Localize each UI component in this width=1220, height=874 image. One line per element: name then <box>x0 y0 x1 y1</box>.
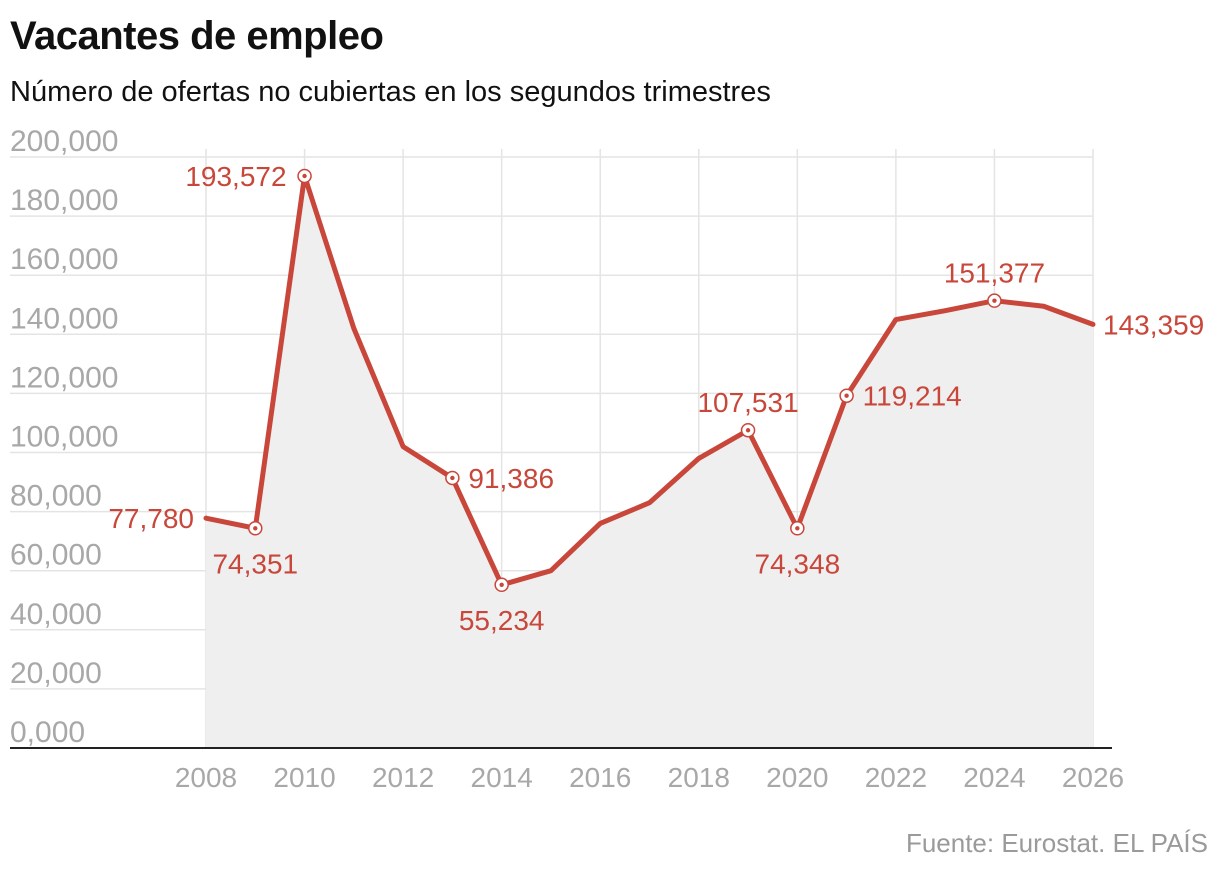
y-tick-label: 20,000 <box>10 657 102 690</box>
x-tick-label: 2020 <box>766 762 828 793</box>
data-label: 193,572 <box>185 161 286 192</box>
publisher-text: . EL PAÍS <box>1098 828 1208 858</box>
x-tick-label: 2010 <box>273 762 335 793</box>
x-tick-label: 2014 <box>471 762 533 793</box>
y-tick-label: 40,000 <box>10 598 102 631</box>
y-tick-label: 140,000 <box>10 302 118 335</box>
source-text: Fuente: Eurostat <box>905 828 1099 858</box>
y-tick-label: 100,000 <box>10 421 118 454</box>
data-labels: 77,780 74,351 193,572 91,386 55,234 107,531 74… <box>108 161 1204 636</box>
data-markers <box>248 168 1002 593</box>
data-label: 74,348 <box>755 548 841 579</box>
data-marker-dot <box>992 298 997 303</box>
data-marker-dot <box>844 393 849 398</box>
x-tick-label: 2026 <box>1062 762 1124 793</box>
data-label: 151,377 <box>944 258 1045 289</box>
y-tick-label: 160,000 <box>10 243 118 276</box>
y-tick-label: 120,000 <box>10 361 118 394</box>
data-marker-dot <box>253 526 258 531</box>
data-marker-dot <box>499 582 504 587</box>
x-tick-label: 2012 <box>372 762 434 793</box>
data-marker-dot <box>450 475 455 481</box>
area-fill <box>206 175 1093 748</box>
x-tick-label: 2016 <box>569 762 631 793</box>
data-marker-dot <box>795 526 800 531</box>
y-tick-label: 180,000 <box>10 184 118 217</box>
y-axis-ticks: 0,000 20,000 40,000 60,000 80,000 100,000 120,… <box>10 125 118 749</box>
x-tick-label: 2024 <box>963 762 1025 793</box>
data-label: 143,359 <box>1103 309 1204 340</box>
y-tick-label: 0,000 <box>10 716 85 749</box>
data-label: 55,234 <box>459 605 545 636</box>
chart-subtitle: Número de ofertas no cubiertas en los se… <box>10 76 771 108</box>
data-label: 91,386 <box>468 463 554 494</box>
y-tick-label: 200,000 <box>10 125 118 158</box>
data-label: 119,214 <box>863 381 962 412</box>
x-tick-label: 2022 <box>865 762 927 793</box>
x-axis-ticks: 2008 2010 2012 2014 2016 2018 2020 2022 2024 2026 <box>175 762 1124 793</box>
data-label: 107,531 <box>697 387 798 418</box>
source-note: Fuente: Eurostat. EL PAÍS <box>906 828 1208 859</box>
data-marker-dot <box>745 428 751 433</box>
y-tick-label: 80,000 <box>10 480 102 513</box>
x-tick-label: 2018 <box>668 762 730 793</box>
data-marker-dot <box>302 173 307 179</box>
y-tick-label: 60,000 <box>10 539 102 572</box>
series-line <box>203 173 1096 588</box>
chart-title: Vacantes de empleo <box>10 14 384 58</box>
data-label: 77,780 <box>108 503 194 534</box>
x-tick-label: 2008 <box>175 762 237 793</box>
data-label: 74,351 <box>212 548 298 579</box>
